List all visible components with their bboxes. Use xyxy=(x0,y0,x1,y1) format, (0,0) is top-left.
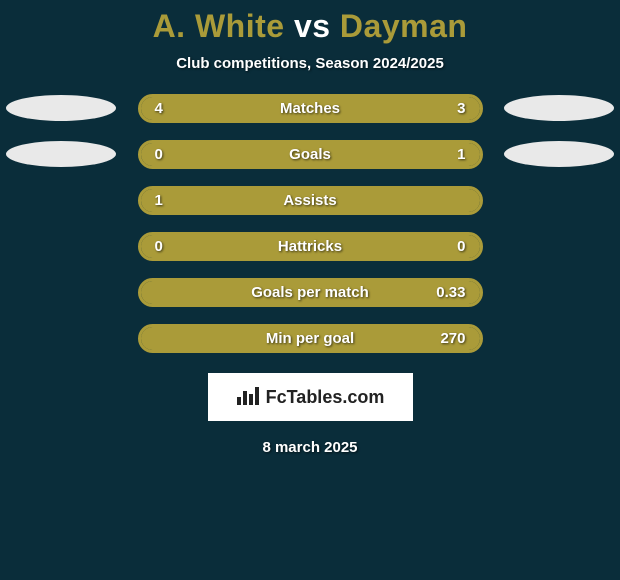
stat-value-left: 0 xyxy=(155,235,163,258)
comparison-infographic: A. White vs Dayman Club competitions, Se… xyxy=(0,0,620,580)
brand-text: FcTables.com xyxy=(266,387,385,408)
stat-label: Goals xyxy=(141,143,480,166)
stat-value-left: 4 xyxy=(155,97,163,120)
stat-row: Hattricks0 0 xyxy=(0,232,620,261)
stat-rows: Matches43Goals01Assists1Hattricks00Goals… xyxy=(0,94,620,353)
bars-icon xyxy=(236,385,260,410)
stat-bar: Goals per match0.33 xyxy=(138,278,483,307)
stat-label: Min per goal xyxy=(141,327,480,350)
stat-row: Matches4 3 xyxy=(0,94,620,123)
player1-icon xyxy=(6,141,116,167)
player2-name: Dayman xyxy=(340,8,468,44)
brand-badge: FcTables.com xyxy=(208,373,413,421)
stat-label: Goals per match xyxy=(141,281,480,304)
stat-bar: Min per goal270 xyxy=(138,324,483,353)
stat-value-left: 0 xyxy=(155,143,163,166)
stat-row: Assists1 xyxy=(0,186,620,215)
page-title: A. White vs Dayman xyxy=(153,8,468,45)
subtitle: Club competitions, Season 2024/2025 xyxy=(176,55,444,72)
stat-value-right: 270 xyxy=(440,327,465,350)
player2-icon xyxy=(504,141,614,167)
player1-name: A. White xyxy=(153,8,285,44)
stat-row: Min per goal270 xyxy=(0,324,620,353)
stat-label: Matches xyxy=(141,97,480,120)
stat-label: Assists xyxy=(141,189,480,212)
stat-value-right: 0.33 xyxy=(436,281,465,304)
stat-bar: Goals0 1 xyxy=(138,140,483,169)
stat-row: Goals per match0.33 xyxy=(0,278,620,307)
stat-value-left: 1 xyxy=(155,189,163,212)
stat-label: Hattricks xyxy=(141,235,480,258)
date-label: 8 march 2025 xyxy=(262,439,357,456)
stat-bar: Assists1 xyxy=(138,186,483,215)
stat-value-right: 3 xyxy=(457,97,465,120)
stat-bar: Hattricks0 0 xyxy=(138,232,483,261)
stat-value-right: 1 xyxy=(457,143,465,166)
player2-icon xyxy=(504,95,614,121)
stat-row: Goals0 1 xyxy=(0,140,620,169)
stat-bar: Matches4 3 xyxy=(138,94,483,123)
player1-icon xyxy=(6,95,116,121)
stat-value-right: 0 xyxy=(457,235,465,258)
vs-label: vs xyxy=(294,8,331,44)
